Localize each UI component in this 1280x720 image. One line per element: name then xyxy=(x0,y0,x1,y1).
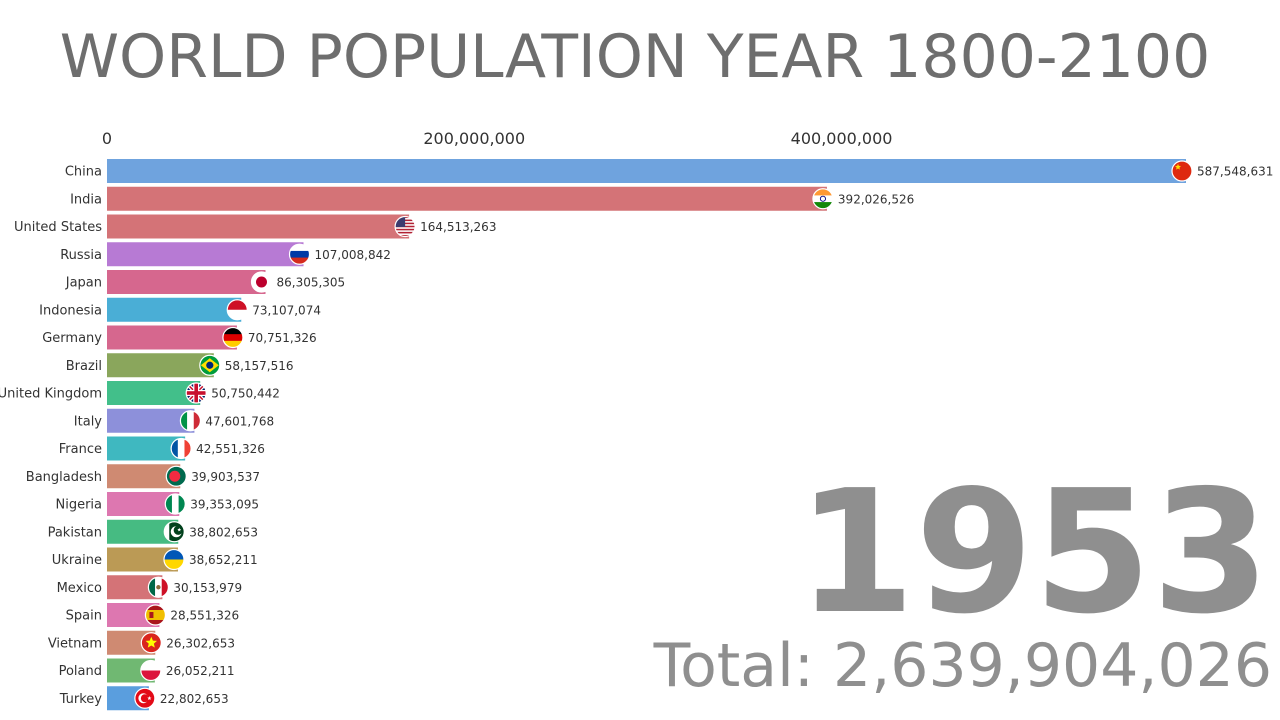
category-label: Japan xyxy=(65,276,102,291)
category-label: Bangladesh xyxy=(26,470,102,485)
spain-flag-icon xyxy=(145,605,166,625)
x-tick-label: 0 xyxy=(102,129,112,148)
value-label: 30,153,979 xyxy=(173,581,242,595)
ukraine-flag-icon xyxy=(163,549,184,570)
total-population: Total: 2,639,904,026 xyxy=(654,636,1272,696)
bar-china xyxy=(107,159,1186,183)
category-label: United Kingdom xyxy=(0,387,102,402)
china-flag-icon xyxy=(1172,161,1192,181)
vietnam-flag-icon xyxy=(141,632,162,653)
value-label: 70,751,326 xyxy=(248,331,317,345)
category-label: Turkey xyxy=(59,692,103,707)
bar-indonesia xyxy=(107,297,242,322)
value-label: 86,305,305 xyxy=(276,276,345,290)
category-label: Russia xyxy=(60,248,102,263)
value-label: 38,652,211 xyxy=(189,553,258,567)
bar-india xyxy=(107,186,827,211)
value-label: 26,302,653 xyxy=(166,636,235,650)
france-flag-icon xyxy=(171,438,192,459)
usa-flag-icon xyxy=(395,216,416,237)
nigeria-flag-icon xyxy=(165,494,186,514)
bars-group: China 587,548,631 India 392,026,526 United S… xyxy=(0,159,1273,711)
value-label: 587,548,631 xyxy=(1197,165,1273,179)
category-label: United States xyxy=(14,220,102,235)
category-label: China xyxy=(65,165,102,180)
category-label: Italy xyxy=(74,414,103,429)
category-label: India xyxy=(70,192,102,207)
russia-flag-icon xyxy=(289,244,310,265)
category-label: Ukraine xyxy=(52,553,102,568)
category-label: Germany xyxy=(42,331,102,346)
poland-flag-icon xyxy=(140,660,161,681)
bangladesh-flag-icon xyxy=(166,466,187,487)
bar-united-kingdom xyxy=(107,381,201,405)
x-axis: 0 200,000,000 400,000,000 xyxy=(102,129,893,148)
category-label: Mexico xyxy=(57,581,102,596)
germany-flag-icon xyxy=(222,327,243,348)
value-label: 39,903,537 xyxy=(191,470,260,484)
category-label: Spain xyxy=(66,609,102,624)
category-label: Nigeria xyxy=(55,498,102,513)
bar-germany xyxy=(107,325,237,350)
japan-flag-icon xyxy=(251,272,272,292)
value-label: 22,802,653 xyxy=(160,692,229,706)
pakistan-flag-icon xyxy=(164,521,185,542)
category-label: Vietnam xyxy=(48,636,102,651)
turkey-flag-icon xyxy=(134,688,155,709)
value-label: 28,551,326 xyxy=(170,609,239,623)
year-label: 1953 xyxy=(796,454,1270,652)
bar-brazil xyxy=(107,353,214,378)
total-value: 2,639,904,026 xyxy=(833,631,1272,701)
bar-united-states xyxy=(107,214,410,239)
x-tick-label: 400,000,000 xyxy=(791,129,893,148)
bar-russia xyxy=(107,242,304,267)
value-label: 392,026,526 xyxy=(838,192,914,206)
india-flag-icon xyxy=(812,188,833,209)
category-label: France xyxy=(59,442,102,457)
chart-title: WORLD POPULATION YEAR 1800-2100 xyxy=(59,22,1211,92)
value-label: 42,551,326 xyxy=(196,442,265,456)
value-label: 50,750,442 xyxy=(211,387,280,401)
category-label: Brazil xyxy=(66,359,102,374)
mexico-flag-icon xyxy=(148,577,169,598)
x-tick-label: 200,000,000 xyxy=(423,129,525,148)
value-label: 47,601,768 xyxy=(205,414,274,428)
category-label: Poland xyxy=(59,664,102,679)
italy-flag-icon xyxy=(180,410,201,431)
value-label: 73,107,074 xyxy=(252,303,321,317)
value-label: 38,802,653 xyxy=(189,525,258,539)
category-label: Pakistan xyxy=(48,525,102,540)
value-label: 26,052,211 xyxy=(166,664,235,678)
value-label: 39,353,095 xyxy=(190,498,259,512)
total-label: Total: xyxy=(653,631,814,701)
brazil-flag-icon xyxy=(199,355,220,376)
value-label: 164,513,263 xyxy=(420,220,496,234)
category-label: Indonesia xyxy=(39,303,102,318)
value-label: 107,008,842 xyxy=(315,248,391,262)
value-label: 58,157,516 xyxy=(225,359,294,373)
indonesia-flag-icon xyxy=(227,299,248,320)
bar-japan xyxy=(107,270,266,294)
